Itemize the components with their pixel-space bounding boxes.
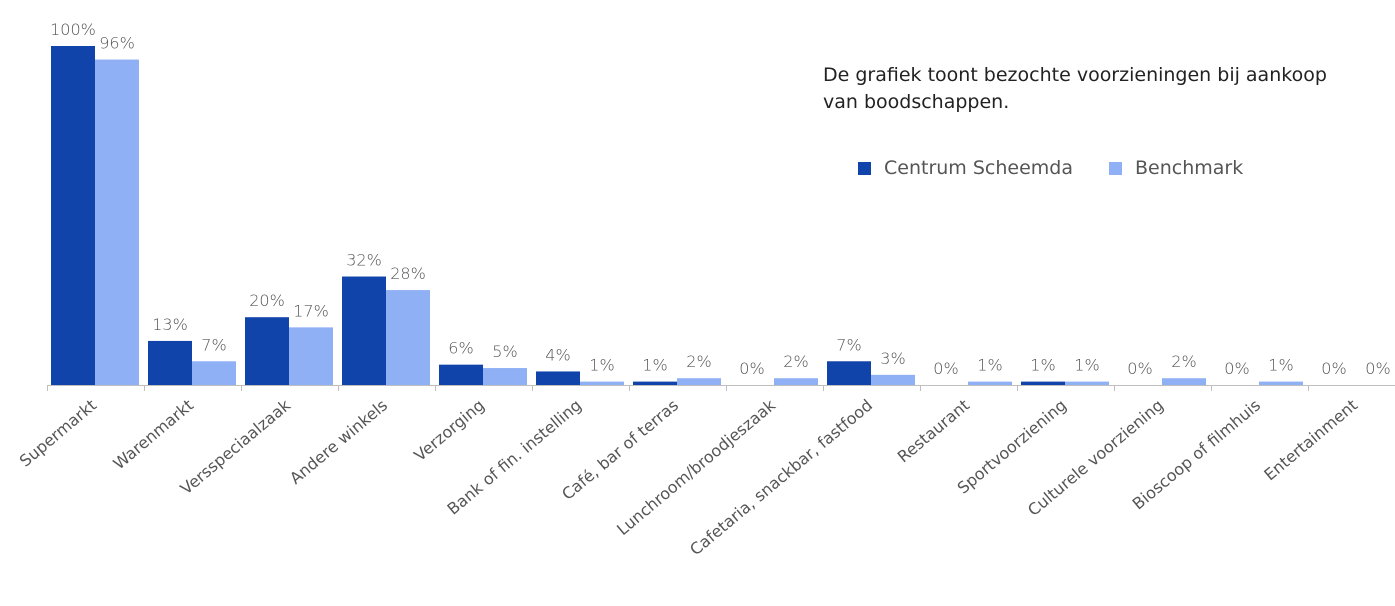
bar-series-2-8 — [871, 374, 915, 385]
category-label-1: Warenmarkt — [110, 396, 198, 474]
bars-group — [51, 46, 1303, 386]
bar-series-1-4 — [439, 364, 483, 385]
value-label-series-1-11: 0% — [1127, 359, 1152, 378]
bar-series-1-6 — [633, 381, 677, 385]
bar-series-2-12 — [1259, 381, 1303, 385]
value-label-series-1-10: 1% — [1030, 356, 1055, 375]
value-label-series-1-7: 0% — [739, 359, 764, 378]
value-label-series-2-4: 5% — [492, 342, 517, 361]
value-label-series-2-1: 7% — [201, 335, 226, 354]
value-label-series-2-11: 2% — [1171, 352, 1196, 371]
bar-series-1-2 — [245, 317, 289, 385]
legend-swatch-series-2 — [1109, 161, 1122, 175]
value-label-series-2-7: 2% — [783, 352, 808, 371]
value-label-series-1-1: 13% — [152, 315, 188, 334]
value-label-series-1-6: 1% — [642, 356, 667, 375]
value-label-series-2-3: 28% — [390, 264, 426, 283]
legend-label-series-2: Benchmark — [1135, 157, 1244, 179]
chart-description: De grafiek toont bezochte voorzieningen … — [823, 64, 1327, 113]
value-label-series-1-8: 7% — [836, 335, 861, 354]
value-label-series-2-13: 0% — [1365, 359, 1390, 378]
bar-series-2-0 — [95, 59, 139, 386]
value-label-series-2-6: 2% — [686, 352, 711, 371]
value-label-series-2-8: 3% — [880, 349, 905, 368]
legend: Centrum Scheemda Benchmark — [858, 157, 1279, 179]
category-label-8: Cafetaria, snackbar, fastfood — [686, 396, 876, 560]
legend-swatch-series-1 — [858, 161, 871, 175]
value-label-series-1-2: 20% — [249, 291, 285, 310]
bar-series-1-3 — [342, 276, 386, 385]
value-labels-group: 100%96% 13% 7% 20% 17% 32% 28% 6% 5% 4% 1% 1% 2% 0% 2%… — [50, 20, 1391, 378]
bar-series-1-1 — [148, 340, 192, 385]
legend-item-series-1: Centrum Scheemda — [858, 157, 1073, 179]
bar-series-1-10 — [1021, 381, 1065, 385]
bar-series-2-11 — [1162, 378, 1206, 385]
bar-series-2-7 — [774, 378, 818, 385]
value-label-series-1-4: 6% — [448, 339, 473, 358]
category-label-3: Andere winkels — [286, 396, 391, 488]
value-label-series-2-5: 1% — [589, 356, 614, 375]
value-label-series-2-2: 17% — [293, 301, 329, 320]
value-label-series-1-0: 100% — [50, 20, 96, 39]
bar-series-2-1 — [192, 361, 236, 385]
bar-series-1-8 — [827, 361, 871, 385]
bar-series-2-9 — [968, 381, 1012, 385]
category-label-13: Entertainment — [1260, 396, 1361, 485]
bar-series-1-5 — [536, 371, 580, 385]
value-label-series-1-12: 0% — [1224, 359, 1249, 378]
value-label-series-1-9: 0% — [933, 359, 958, 378]
bar-series-2-3 — [386, 290, 430, 385]
x-axis-ticks — [47, 385, 1309, 391]
value-label-series-1-5: 4% — [545, 345, 570, 364]
bar-series-2-2 — [289, 327, 333, 385]
bar-series-2-10 — [1065, 381, 1109, 385]
bar-series-1-0 — [51, 46, 95, 385]
value-label-series-2-12: 1% — [1268, 356, 1293, 375]
legend-item-series-2: Benchmark — [1109, 157, 1243, 179]
value-label-series-2-9: 1% — [977, 356, 1002, 375]
category-label-4: Verzorging — [410, 396, 488, 466]
bar-series-2-6 — [677, 378, 721, 385]
category-label-9: Restaurant — [894, 396, 973, 467]
category-label-7: Lunchroom/broodjeszaak — [613, 395, 779, 539]
category-labels-group: Supermarkt WarenmarktVersspeciaalzaakAnde… — [16, 395, 1361, 559]
value-label-series-2-0: 96% — [99, 34, 135, 53]
value-label-series-2-10: 1% — [1074, 356, 1099, 375]
value-label-series-1-13: 0% — [1321, 359, 1346, 378]
value-label-series-1-3: 32% — [346, 251, 382, 270]
category-label-0: Supermarkt — [16, 396, 100, 471]
legend-label-series-1: Centrum Scheemda — [884, 157, 1073, 179]
bar-series-2-5 — [580, 381, 624, 385]
bar-series-2-4 — [483, 368, 527, 385]
